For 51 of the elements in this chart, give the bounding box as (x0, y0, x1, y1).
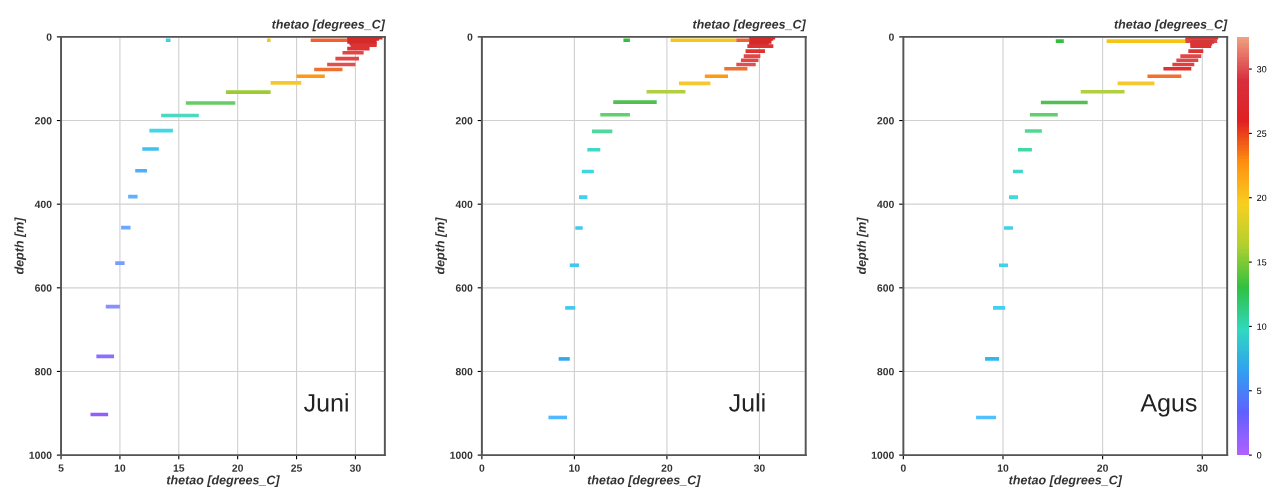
chart-title: thetao [degrees_C] (272, 19, 386, 32)
y-tick-label: 200 (34, 117, 52, 125)
y-tick-label: 800 (455, 367, 473, 376)
annotation: Agus (1140, 394, 1197, 417)
y-tick-label: 400 (34, 200, 52, 209)
color-bar-label: 5 (1257, 387, 1262, 395)
x-tick-label: 15 (173, 464, 185, 472)
x-tick-label: 10 (569, 464, 580, 472)
x-axis-title: thetao [degrees_C] (166, 475, 280, 487)
y-tick-label: 600 (455, 284, 473, 292)
color-bar-label: 25 (1257, 130, 1267, 137)
annotation: Juli (729, 393, 765, 412)
x-tick-label: 25 (291, 464, 303, 472)
y-tick-label: 1000 (29, 451, 52, 459)
y-tick-label: 600 (877, 284, 894, 292)
y-tick-label: 800 (34, 367, 52, 376)
y-tick-label: 0 (46, 33, 52, 41)
color-bar-label: 30 (1257, 66, 1267, 73)
y-axis-title: depth [m] (435, 217, 447, 275)
x-tick-label: 0 (900, 464, 906, 472)
y-tick-label: 1000 (450, 451, 473, 459)
x-tick-label: 20 (661, 464, 673, 472)
x-axis-title: thetao [degrees_C] (587, 475, 701, 487)
y-tick-label: 800 (877, 367, 894, 376)
chart-title: thetao [degrees_C] (1114, 19, 1228, 32)
x-tick-label: 0 (479, 464, 485, 472)
x-tick-label: 20 (232, 464, 244, 472)
y-tick-label: 200 (877, 117, 894, 125)
y-axis-title: depth [m] (856, 217, 869, 275)
x-tick-label: 30 (753, 464, 765, 472)
y-tick-label: 600 (35, 284, 52, 292)
y-tick-label: 0 (888, 33, 894, 41)
color-bar-label: 0 (1257, 452, 1262, 459)
y-axis-title: depth [m] (14, 217, 27, 275)
x-tick-label: 5 (58, 464, 64, 472)
x-tick-label: 20 (1097, 464, 1108, 472)
x-axis-title: thetao [degrees_C] (1009, 475, 1123, 487)
y-tick-label: 400 (877, 200, 894, 209)
y-tick-label: 0 (467, 33, 473, 41)
color-bar-label: 15 (1257, 259, 1267, 266)
x-tick-label: 10 (114, 464, 126, 472)
annotation: Juni (304, 393, 348, 412)
x-tick-label: 30 (349, 464, 361, 472)
y-tick-label: 400 (455, 200, 473, 209)
color-bar-label: 10 (1257, 323, 1267, 330)
x-tick-label: 10 (997, 464, 1009, 472)
x-tick-label: 30 (1196, 464, 1208, 472)
y-tick-label: 1000 (871, 451, 894, 459)
chart-title: thetao [degrees_C] (693, 19, 807, 32)
y-tick-label: 200 (455, 117, 473, 125)
color-bar-label: 20 (1257, 194, 1267, 202)
